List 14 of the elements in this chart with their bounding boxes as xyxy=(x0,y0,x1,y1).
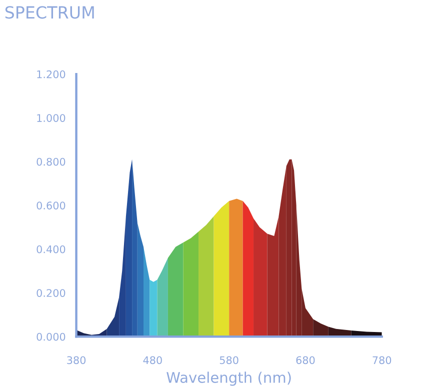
x-tick-label: 680 xyxy=(296,356,315,364)
y-tick-label: 0.400 xyxy=(36,245,66,254)
x-tick-label: 380 xyxy=(67,356,86,364)
chart-title: SPECTRUM xyxy=(5,6,94,19)
y-tick-label: 1.200 xyxy=(37,70,66,78)
x-axis-title: Wavelength (nm) xyxy=(166,372,291,386)
x-tick-label: 580 xyxy=(220,356,238,364)
y-tick-label: 1.000 xyxy=(37,114,66,122)
y-tick-label: 0.200 xyxy=(36,289,66,297)
x-tick-label: 480 xyxy=(143,356,162,364)
x-tick-label: 780 xyxy=(372,356,392,364)
y-tick-label: 0.000 xyxy=(36,332,66,341)
y-tick-label: 0.600 xyxy=(36,202,66,210)
y-tick-label: 0.800 xyxy=(36,158,66,166)
